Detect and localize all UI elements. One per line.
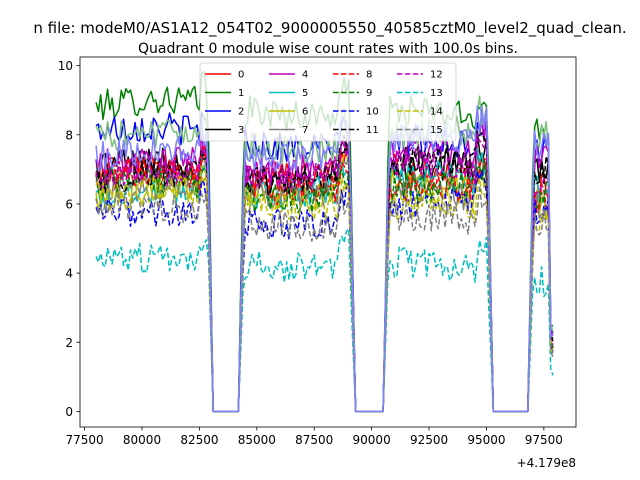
x-tick-label: 90000 [353, 433, 391, 447]
legend-label-5: 5 [302, 88, 308, 99]
legend-label-7: 7 [302, 125, 308, 136]
x-tick-label: 77500 [65, 433, 103, 447]
legend-label-12: 12 [430, 70, 443, 81]
legend-box [199, 62, 457, 142]
y-tick-label: 10 [58, 59, 73, 73]
legend-label-6: 6 [302, 107, 308, 118]
series-line-14 [95, 165, 554, 413]
x-tick-label: 92500 [410, 433, 448, 447]
legend-label-9: 9 [366, 88, 372, 99]
x-tick-label: 80000 [123, 433, 161, 447]
legend-label-0: 0 [238, 70, 244, 81]
series-line-extra-17 [95, 105, 554, 413]
legend-label-15: 15 [430, 125, 443, 136]
legend-label-13: 13 [430, 88, 443, 99]
y-tick-label: 4 [65, 267, 73, 281]
x-tick-label: 95000 [467, 433, 505, 447]
chart-title: Quadrant 0 module wise count rates with … [138, 41, 518, 57]
y-tick-label: 8 [65, 128, 73, 142]
x-tick-label: 82500 [180, 433, 218, 447]
legend-label-1: 1 [238, 88, 244, 99]
x-axis-offset-text: +4.179e8 [517, 456, 576, 470]
legend-label-14: 14 [430, 107, 443, 118]
legend-label-10: 10 [366, 107, 379, 118]
series-line-13 [95, 228, 554, 413]
axes: 77500 80000 82500 85000 87500 90000 92500 95000… [58, 56, 577, 447]
legend-label-11: 11 [366, 125, 379, 136]
legend-label-4: 4 [302, 70, 308, 81]
series-line-12 [95, 139, 554, 413]
legend-label-8: 8 [366, 70, 372, 81]
y-tick-label: 0 [65, 405, 73, 419]
series-line-10 [95, 169, 554, 413]
legend-label-3: 3 [238, 125, 244, 136]
figure-suptitle: n file: modeM0/AS1A12_054T02_9000005550_… [33, 19, 626, 38]
y-tick-label: 2 [65, 336, 73, 350]
plot-frame [79, 56, 577, 428]
x-tick-label: 87500 [295, 433, 333, 447]
plot-area [95, 70, 554, 413]
series-line-15 [95, 184, 554, 413]
series-line-4 [95, 116, 554, 413]
y-tick-label: 6 [65, 197, 73, 211]
legend-label-2: 2 [238, 107, 244, 118]
x-tick-label: 85000 [238, 433, 276, 447]
x-tick-label: 97500 [525, 433, 563, 447]
